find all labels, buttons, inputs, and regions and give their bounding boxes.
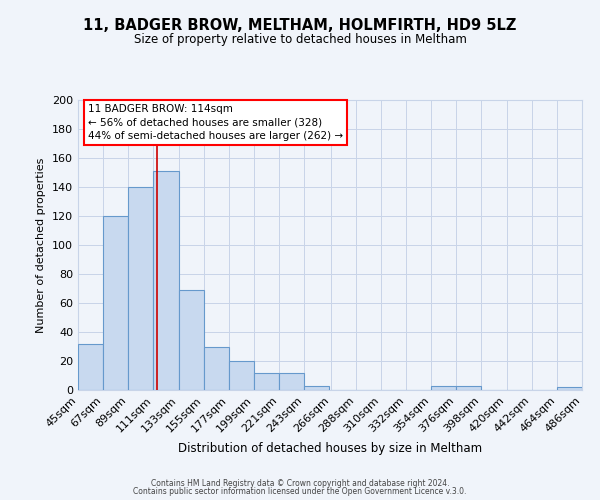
Bar: [229, 361, 254, 390]
Text: 11 BADGER BROW: 114sqm
← 56% of detached houses are smaller (328)
44% of semi-de: 11 BADGER BROW: 114sqm ← 56% of detached…: [88, 104, 343, 141]
Bar: [154, 171, 179, 390]
Text: Contains public sector information licensed under the Open Government Licence v.: Contains public sector information licen…: [133, 487, 467, 496]
Bar: [431, 386, 456, 390]
Bar: [304, 386, 329, 390]
Text: Size of property relative to detached houses in Meltham: Size of property relative to detached ho…: [134, 32, 466, 46]
Text: 11, BADGER BROW, MELTHAM, HOLMFIRTH, HD9 5LZ: 11, BADGER BROW, MELTHAM, HOLMFIRTH, HD9…: [83, 18, 517, 32]
Bar: [204, 346, 229, 390]
Bar: [78, 344, 103, 390]
Y-axis label: Number of detached properties: Number of detached properties: [37, 158, 46, 332]
Bar: [179, 290, 204, 390]
Bar: [254, 372, 279, 390]
Bar: [557, 387, 582, 390]
Bar: [456, 386, 481, 390]
Text: Contains HM Land Registry data © Crown copyright and database right 2024.: Contains HM Land Registry data © Crown c…: [151, 478, 449, 488]
Bar: [128, 187, 154, 390]
Bar: [279, 372, 304, 390]
Bar: [103, 216, 128, 390]
X-axis label: Distribution of detached houses by size in Meltham: Distribution of detached houses by size …: [178, 442, 482, 455]
